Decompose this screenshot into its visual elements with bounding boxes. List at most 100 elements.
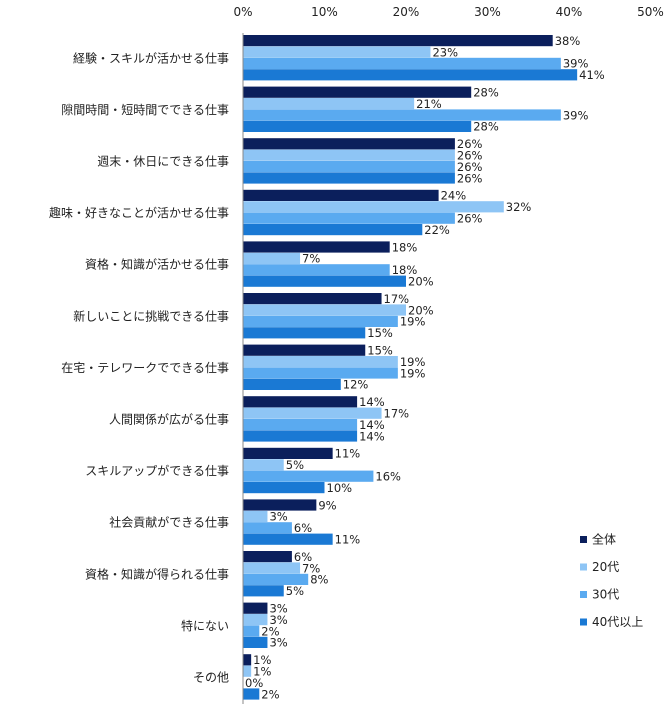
bar <box>243 224 423 236</box>
legend-label: 20代 <box>592 560 619 574</box>
bar <box>243 482 325 494</box>
bar-value-label: 20% <box>408 275 434 289</box>
bar-value-label: 5% <box>286 458 304 472</box>
category-label: その他 <box>193 671 229 685</box>
bar-value-label: 7% <box>302 252 320 266</box>
bar <box>243 86 472 98</box>
category-label: 隙間時間・短時間でできる仕事 <box>61 103 229 117</box>
bar <box>243 293 382 305</box>
bar-value-label: 11% <box>335 447 361 461</box>
legend-label: 全体 <box>592 532 616 547</box>
x-tick-label: 10% <box>311 5 338 19</box>
category-label: 週末・休日にできる仕事 <box>97 155 229 169</box>
x-tick-label: 50% <box>637 5 664 19</box>
value-labels: 38%23%39%41%28%21%39%28%26%26%26%26%24%3… <box>245 34 605 701</box>
bar <box>243 522 292 534</box>
bar <box>243 161 455 173</box>
bar-value-label: 17% <box>384 407 410 421</box>
bar <box>243 367 398 379</box>
bar-value-label: 6% <box>294 550 312 564</box>
bar <box>243 407 382 419</box>
bar-value-label: 8% <box>310 573 328 587</box>
bar-value-label: 14% <box>359 418 385 432</box>
bar-value-label: 18% <box>392 240 418 254</box>
bar-value-label: 28% <box>473 120 499 134</box>
category-label: 人間関係が広がる仕事 <box>109 412 229 427</box>
bar <box>243 551 292 563</box>
bar <box>243 98 415 110</box>
bar-value-label: 39% <box>563 108 589 122</box>
bar-value-label: 32% <box>506 200 532 214</box>
category-label: 資格・知識が活かせる仕事 <box>85 257 229 272</box>
bar <box>243 304 406 316</box>
bar <box>243 264 390 276</box>
bar <box>243 201 504 213</box>
bar <box>243 430 358 442</box>
x-tick-label: 20% <box>393 5 420 19</box>
bar-value-label: 3% <box>269 613 287 627</box>
bar <box>243 120 472 132</box>
bar <box>243 172 455 184</box>
bars <box>243 35 578 700</box>
bar-value-label: 0% <box>245 676 263 690</box>
bar-value-label: 14% <box>359 395 385 409</box>
legend-swatch <box>580 536 587 543</box>
bar-value-label: 39% <box>563 57 589 71</box>
category-label: 在宅・テレワークでできる仕事 <box>61 360 229 375</box>
bar-value-label: 3% <box>269 636 287 650</box>
bar-value-label: 1% <box>253 653 271 667</box>
bar <box>243 252 301 264</box>
bar <box>243 459 284 471</box>
bar-value-label: 18% <box>392 263 418 277</box>
bar <box>243 470 374 482</box>
bar-value-label: 26% <box>457 212 483 226</box>
bar <box>243 625 260 637</box>
bar-value-label: 2% <box>261 687 279 701</box>
bar <box>243 241 390 253</box>
bar <box>243 149 455 161</box>
bar-value-label: 7% <box>302 561 320 575</box>
legend-swatch <box>580 591 587 598</box>
bar-value-label: 28% <box>473 86 499 100</box>
category-label: 特にない <box>181 618 229 633</box>
bar <box>243 573 309 585</box>
bar-value-label: 20% <box>408 303 434 317</box>
bar <box>243 109 561 121</box>
bar <box>243 275 406 287</box>
bar-value-label: 15% <box>367 326 393 340</box>
category-label: 趣味・好きなことが活かせる仕事 <box>49 205 229 220</box>
bar-value-label: 22% <box>424 223 450 237</box>
bar <box>243 447 333 459</box>
bar <box>243 688 260 700</box>
bar <box>243 533 333 545</box>
bar <box>243 585 284 597</box>
bar-value-label: 19% <box>400 315 426 329</box>
bar-value-label: 17% <box>384 292 410 306</box>
x-tick-label: 0% <box>233 5 252 19</box>
bar-value-label: 9% <box>318 498 336 512</box>
bar-value-label: 16% <box>375 470 401 484</box>
bar-value-label: 19% <box>400 355 426 369</box>
bar <box>243 356 398 368</box>
bar-value-label: 24% <box>441 189 467 203</box>
bar <box>243 378 341 390</box>
category-label: 経験・スキルが活かせる仕事 <box>73 50 229 65</box>
bar-value-label: 21% <box>416 97 442 111</box>
bar-value-label: 6% <box>294 521 312 535</box>
bar-value-label: 5% <box>286 584 304 598</box>
bar-value-label: 26% <box>457 160 483 174</box>
bar <box>243 344 366 356</box>
category-label: 資格・知識が得られる仕事 <box>85 566 229 581</box>
bar-value-label: 10% <box>327 481 353 495</box>
bar <box>243 602 268 614</box>
x-axis-ticks: 0% 10% 20% 30% 40% 50% <box>233 5 663 19</box>
bar-value-label: 11% <box>335 533 361 547</box>
bar-value-label: 41% <box>579 68 605 82</box>
category-label: 新しいことに挑戦できる仕事 <box>73 308 229 323</box>
bar <box>243 138 455 150</box>
bar-value-label: 2% <box>261 624 279 638</box>
bar <box>243 327 366 339</box>
legend-swatch <box>580 618 587 626</box>
bar-value-label: 12% <box>343 378 369 392</box>
